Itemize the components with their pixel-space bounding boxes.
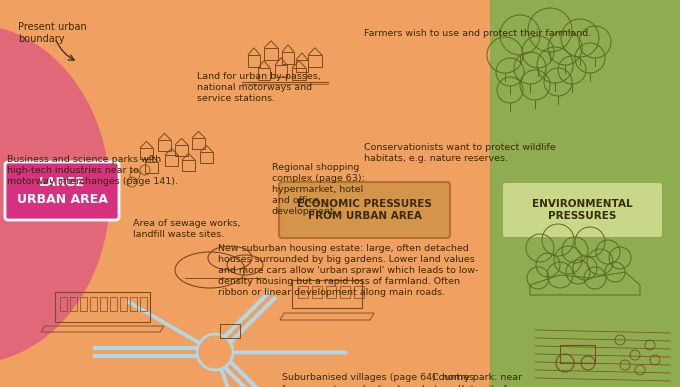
Text: Present urban
boundary: Present urban boundary — [18, 22, 87, 44]
Text: Business and science parks with
high-tech industries near to
motorway interchang: Business and science parks with high-tec… — [7, 155, 177, 186]
Bar — [340, 286, 350, 298]
Bar — [145, 162, 158, 173]
FancyBboxPatch shape — [279, 182, 450, 238]
Bar — [140, 148, 153, 159]
Bar — [175, 145, 188, 156]
Bar — [80, 297, 87, 311]
Bar — [275, 65, 287, 77]
Bar — [264, 48, 278, 60]
Bar — [326, 286, 336, 298]
Bar — [182, 160, 195, 171]
Text: Suburbanised villages (page 64): homes
for commuters who live here but work
in t: Suburbanised villages (page 64): homes f… — [282, 373, 474, 387]
Bar — [258, 68, 270, 80]
Bar — [490, 0, 680, 387]
Bar — [282, 52, 294, 64]
Bar — [90, 297, 97, 311]
Bar — [120, 297, 127, 311]
Circle shape — [0, 0, 455, 387]
Bar — [220, 324, 240, 338]
Text: Area of sewage works,
landfill waste sites.: Area of sewage works, landfill waste sit… — [133, 219, 240, 239]
Circle shape — [197, 334, 233, 370]
FancyBboxPatch shape — [502, 182, 663, 238]
Bar — [308, 55, 322, 67]
Text: Conservationists want to protect wildlife
habitats, e.g. nature reserves.: Conservationists want to protect wildlif… — [364, 143, 556, 163]
Bar — [165, 155, 178, 166]
Text: Country park: near
enough to city for
use by urban
dwellers. Reduces
cost of get: Country park: near enough to city for us… — [432, 373, 534, 387]
Bar — [70, 297, 77, 311]
Bar — [200, 152, 213, 163]
Bar — [298, 286, 308, 298]
Bar — [312, 286, 322, 298]
Bar — [140, 297, 147, 311]
Bar — [100, 297, 107, 311]
Text: Land for urban by-passes,
national motorways and
service stations.: Land for urban by-passes, national motor… — [197, 72, 321, 103]
Bar — [110, 297, 117, 311]
Bar — [158, 140, 171, 151]
Bar — [296, 60, 308, 72]
Bar — [130, 297, 137, 311]
Bar — [292, 280, 362, 308]
Bar — [248, 55, 260, 67]
Bar — [192, 138, 205, 149]
Text: LARGE
URBAN AREA: LARGE URBAN AREA — [16, 176, 107, 206]
FancyBboxPatch shape — [5, 162, 119, 220]
Bar — [60, 297, 67, 311]
Text: Regional shopping
complex (page 63):
hypermarket, hotel
and office
development.: Regional shopping complex (page 63): hyp… — [272, 163, 365, 216]
Text: ECONOMIC PRESSURES
FROM URBAN AREA: ECONOMIC PRESSURES FROM URBAN AREA — [297, 199, 432, 221]
Bar — [354, 286, 364, 298]
Ellipse shape — [0, 24, 110, 364]
Text: Farmers wish to use and protect their farmland.: Farmers wish to use and protect their fa… — [364, 29, 591, 38]
Text: ENVIRONMENTAL
PRESSURES: ENVIRONMENTAL PRESSURES — [532, 199, 633, 221]
Text: New suburban housing estate: large, often detached
houses surrounded by big gard: New suburban housing estate: large, ofte… — [218, 244, 478, 297]
Bar — [560, 345, 595, 363]
Bar — [55, 292, 150, 322]
Bar — [292, 68, 306, 80]
